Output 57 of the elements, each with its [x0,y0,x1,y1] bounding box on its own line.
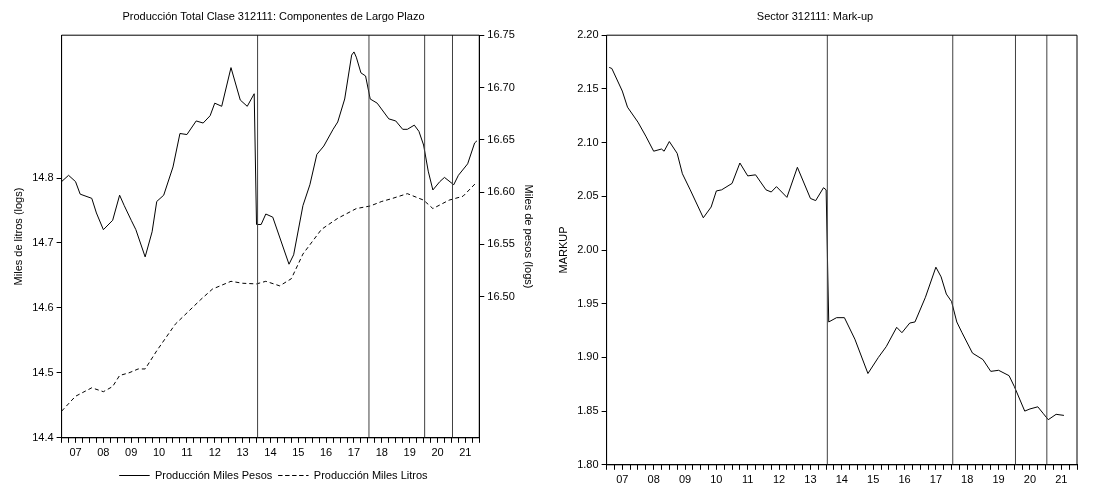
x-tick-label: 07 [616,473,629,486]
y-tick-label: 1.90 [577,350,599,363]
legend-label: Producción Miles Pesos [154,468,273,481]
x-tick-label: 08 [97,446,110,459]
x-tick-label: 19 [403,446,416,459]
x-tick-label: 10 [710,473,723,486]
y-tick-label: 14.6 [32,300,54,313]
y-tick-label: 14.5 [32,365,54,378]
y2-axis-title: Miles de pesos (logs) [523,184,536,289]
x-tick-label: 12 [772,473,786,486]
x-tick-label: 21 [459,446,472,459]
y-tick-label: 1.80 [577,457,599,470]
x-tick-label: 11 [181,446,193,459]
x-tick-label: 16 [898,473,911,486]
x-tick-label: 09 [125,446,138,459]
y-tick-label: 1.95 [577,296,599,309]
x-tick-label: 12 [208,446,221,459]
x-tick-label: 13 [236,446,249,459]
y-tick-label: 2.20 [577,28,599,41]
x-tick-label: 18 [375,446,388,459]
x-tick-label: 20 [431,446,444,459]
x-tick-label: 13 [804,473,817,486]
y-tick-label: 2.15 [577,81,599,94]
x-tick-label: 17 [347,446,361,459]
x-tick-label: 18 [961,473,974,486]
chart-title: Producción Total Clase 312111: Componentes de Largo Plazo [122,9,425,22]
y-tick-label: 1.85 [577,404,599,417]
chart-title: Sector 312111: Mark-up [756,9,874,22]
y-tick-label: 14.7 [32,236,54,249]
y2-tick-label: 16.50 [487,289,515,302]
legend-label: Producción Miles Litros [313,468,429,481]
x-tick-label: 07 [69,446,82,459]
y-tick-label: 2.10 [577,135,599,148]
y2-tick-label: 16.65 [487,132,515,145]
x-tick-label: 14 [264,446,277,459]
x-tick-label: 20 [1023,473,1037,486]
x-tick-label: 08 [647,473,660,486]
y-tick-label: 14.4 [32,430,54,443]
x-tick-label: 15 [867,473,880,486]
x-tick-label: 21 [1055,473,1068,486]
x-tick-label: 09 [678,473,692,486]
y2-tick-label: 16.75 [487,28,515,41]
x-tick-label: 15 [292,446,305,459]
y2-tick-label: 16.60 [487,185,515,198]
y-axis-title: Miles de litros (logs) [11,187,24,286]
y-axis-title: MARKUP [556,226,569,274]
x-tick-label: 19 [992,473,1005,486]
x-tick-label: 11 [742,473,754,486]
y2-tick-label: 16.70 [487,80,515,93]
x-tick-label: 16 [320,446,333,459]
y-tick-label: 2.00 [577,243,599,256]
x-tick-label: 14 [835,473,848,486]
y2-tick-label: 16.55 [487,237,515,250]
x-tick-label: 17 [929,473,943,486]
y-tick-label: 2.05 [577,189,599,202]
x-tick-label: 10 [152,446,166,459]
y-tick-label: 14.8 [32,171,54,184]
